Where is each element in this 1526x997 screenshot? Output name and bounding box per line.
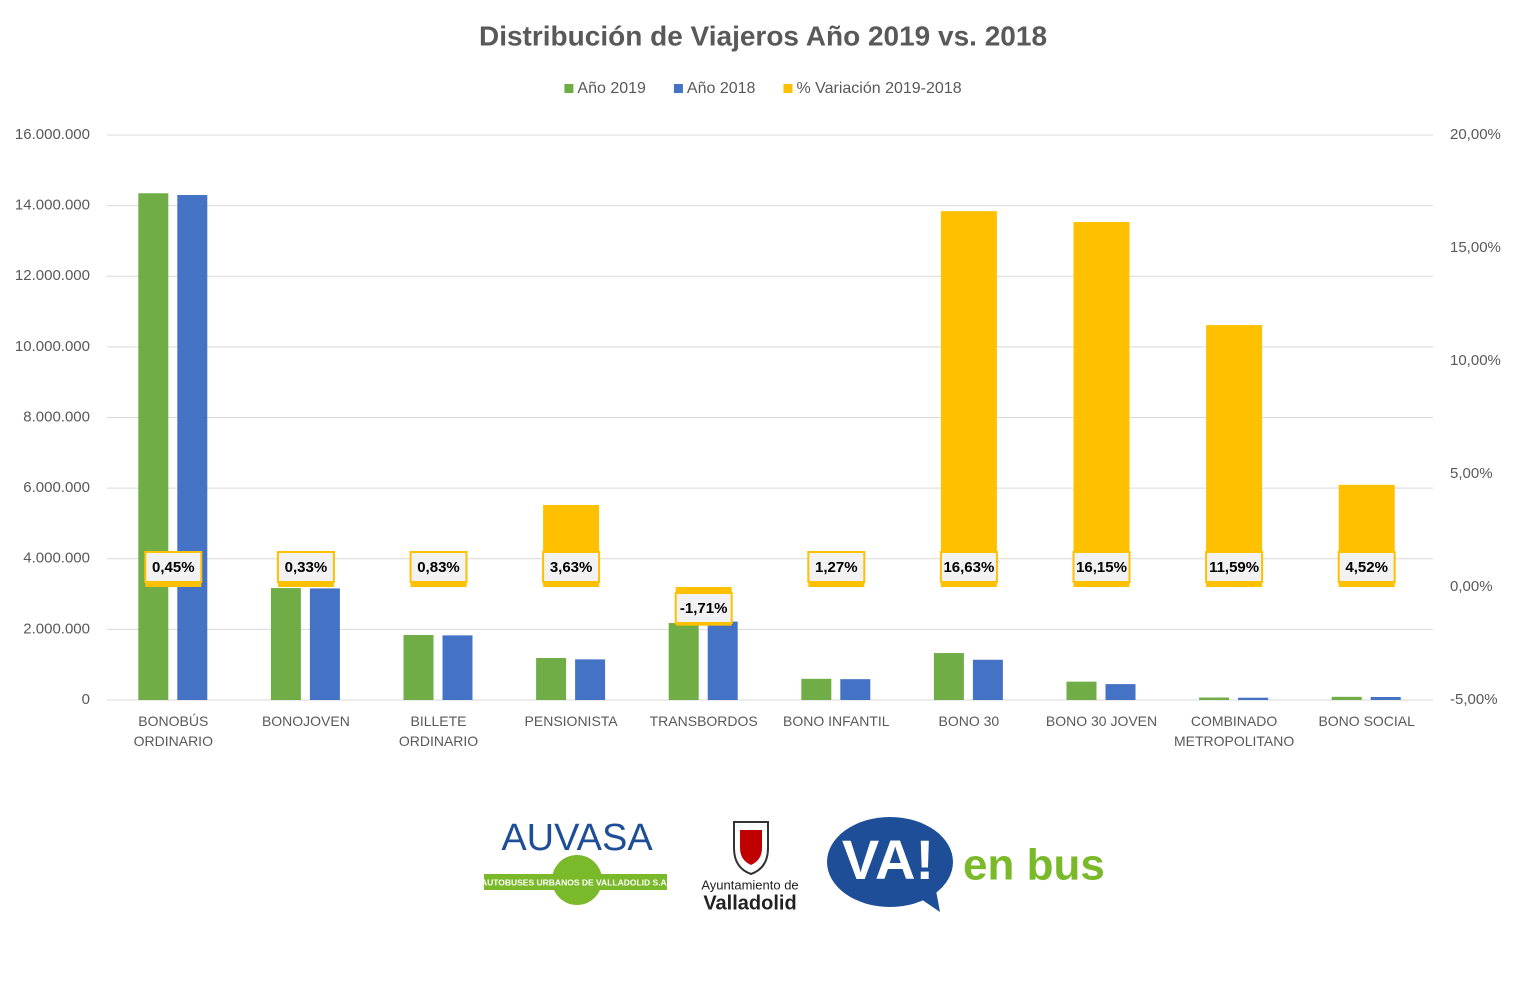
- chart-title: Distribución de Viajeros Año 2019 vs. 20…: [479, 20, 1047, 51]
- y-tick-label: 0: [82, 691, 90, 708]
- y-tick-label: 2.000.000: [23, 620, 90, 637]
- data-label: 16,15%: [1076, 559, 1127, 576]
- logo-text: AUVASA: [501, 817, 653, 859]
- data-label-box: [542, 551, 601, 583]
- bar: [575, 659, 606, 700]
- data-label-box: [276, 551, 335, 583]
- bar: [840, 679, 871, 700]
- bar: [1206, 325, 1263, 587]
- x-tick-label: BILLETE ORDINARIO: [398, 713, 479, 749]
- logo-text: VA!: [842, 828, 934, 891]
- data-label: 11,59%: [1209, 559, 1259, 576]
- bar: [1331, 696, 1362, 700]
- data-label-box: [674, 592, 733, 624]
- logos: AUVASA AUTOBUSES URBANOS DE VALLADOLID S…: [481, 817, 1105, 914]
- bar: [270, 588, 301, 700]
- bar: [309, 588, 340, 700]
- data-label: 0,33%: [285, 559, 328, 576]
- bar: [1066, 681, 1097, 700]
- y2-tick-label: 5,00%: [1450, 465, 1493, 482]
- logo-shape: [915, 885, 940, 912]
- logo-text: Valladolid: [703, 892, 796, 914]
- x-tick-label: BONO INFANTIL: [783, 713, 890, 729]
- bar: [277, 579, 334, 587]
- data-label: 0,83%: [417, 559, 460, 576]
- x-tick-label: BONO 30 JOVEN: [1045, 713, 1158, 729]
- logo-shape: [827, 817, 953, 907]
- y2-tick-label: 20,00%: [1450, 126, 1501, 143]
- data-label-box: [1205, 551, 1264, 583]
- x-tick-label: BONO 30: [938, 713, 1000, 729]
- legend-swatch: [564, 84, 574, 93]
- data-label-box: [409, 551, 468, 583]
- logo-shape: [740, 830, 762, 865]
- legend-swatch: [673, 84, 683, 93]
- bar: [1073, 222, 1130, 587]
- data-label: 1,27%: [815, 559, 858, 576]
- x-tick-label: TRANSBORDOS: [649, 713, 758, 729]
- bar: [1199, 697, 1230, 700]
- bar: [801, 678, 832, 700]
- bar: [403, 635, 434, 700]
- bar: [933, 653, 964, 700]
- x-tick-label: BONOBÚS ORDINARIO: [133, 713, 213, 749]
- logo-text: AUTOBUSES URBANOS DE VALLADOLID S.A.: [481, 877, 669, 887]
- y-tick-label: 6.000.000: [23, 479, 90, 496]
- bar: [177, 195, 208, 700]
- data-label: 3,63%: [550, 559, 593, 576]
- data-label-box: [1337, 551, 1396, 583]
- legend-swatch: [783, 84, 793, 93]
- y-tick-label: 10.000.000: [15, 338, 90, 355]
- x-tick-label: BONO SOCIAL: [1318, 713, 1415, 729]
- bar: [536, 657, 567, 700]
- data-label-box: [807, 551, 866, 583]
- legend-label: % Variación 2019-2018: [796, 80, 961, 97]
- bar: [1238, 697, 1269, 700]
- data-label: -1,71%: [680, 600, 728, 617]
- bar: [1105, 684, 1136, 700]
- y2-tick-label: 10,00%: [1450, 352, 1501, 369]
- bar: [707, 621, 738, 700]
- data-label: 16,63%: [943, 559, 994, 576]
- legend: Año 2019 Año 2018 % Variación 2019-2018: [564, 80, 962, 97]
- bar: [972, 659, 1003, 700]
- logo-text: Ayuntamiento de: [701, 877, 798, 892]
- bar: [668, 623, 699, 700]
- y-tick-label: 12.000.000: [15, 267, 90, 284]
- y2-tick-label: 0,00%: [1450, 578, 1493, 595]
- bar: [1370, 696, 1401, 700]
- data-label-box: [144, 551, 203, 583]
- data-label-box: [1072, 551, 1131, 583]
- y2-tick-label: -5,00%: [1450, 691, 1498, 708]
- y-tick-label: 4.000.000: [23, 550, 90, 567]
- y-tick-label: 14.000.000: [15, 197, 90, 214]
- x-tick-label: COMBINADO METROPOLITANO: [1173, 713, 1295, 749]
- y2-tick-label: 15,00%: [1450, 239, 1501, 256]
- bar: [442, 635, 473, 700]
- x-tick-label: BONOJOVEN: [261, 713, 350, 729]
- legend-label: Año 2018: [687, 80, 756, 97]
- data-label: 0,45%: [152, 559, 195, 576]
- y-tick-label: 8.000.000: [23, 408, 90, 425]
- x-tick-label: PENSIONISTA: [524, 713, 618, 729]
- logo-shape: [484, 874, 667, 890]
- bar: [138, 193, 169, 700]
- logo-text: en bus: [963, 841, 1105, 890]
- legend-label: Año 2019: [577, 80, 646, 97]
- y-tick-label: 16.000.000: [15, 126, 90, 143]
- data-label: 4,52%: [1345, 559, 1388, 576]
- bar: [940, 211, 997, 588]
- data-label-box: [939, 551, 998, 583]
